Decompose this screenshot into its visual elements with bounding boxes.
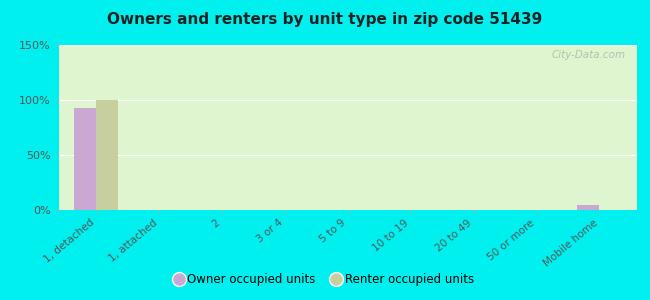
Bar [74, 108, 96, 210]
Bar [577, 205, 599, 210]
Text: City-Data.com: City-Data.com [551, 50, 625, 60]
Text: Owners and renters by unit type in zip code 51439: Owners and renters by unit type in zip c… [107, 12, 543, 27]
Bar [96, 100, 118, 210]
Legend: Owner occupied units, Renter occupied units: Owner occupied units, Renter occupied un… [171, 269, 479, 291]
